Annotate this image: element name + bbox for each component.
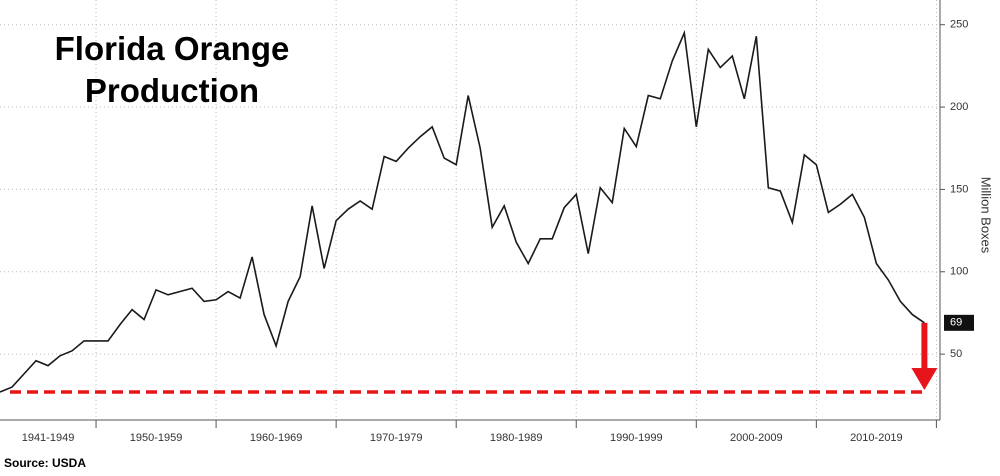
x-tick-label: 1950-1959 — [130, 432, 183, 444]
y-tick-label: 100 — [950, 266, 968, 278]
last-value-box — [944, 314, 974, 331]
y-tick-label: 50 — [950, 348, 962, 360]
y-axis-label: Million Boxes — [979, 177, 994, 254]
x-tick-label: 2010-2019 — [850, 432, 903, 444]
y-tick-label: 200 — [950, 101, 968, 113]
x-tick-label: 2000-2009 — [730, 432, 783, 444]
x-tick-label: 1980-1989 — [490, 432, 543, 444]
x-tick-label: 1990-1999 — [610, 432, 663, 444]
line — [0, 29, 925, 393]
arrow-head — [911, 368, 938, 390]
x-tick-label: 1970-1979 — [370, 432, 423, 444]
arrow-shaft — [921, 322, 928, 370]
x-tick-label: 1941-1949 — [22, 432, 75, 444]
x-tick-label: 1960-1969 — [250, 432, 303, 444]
last-value-label: 69 — [950, 317, 962, 329]
chart-title: Florida Orange Production — [54, 30, 290, 109]
source: Source: USDA — [4, 456, 86, 470]
y-tick-label: 150 — [950, 183, 968, 195]
y-tick-label: 250 — [950, 19, 968, 31]
